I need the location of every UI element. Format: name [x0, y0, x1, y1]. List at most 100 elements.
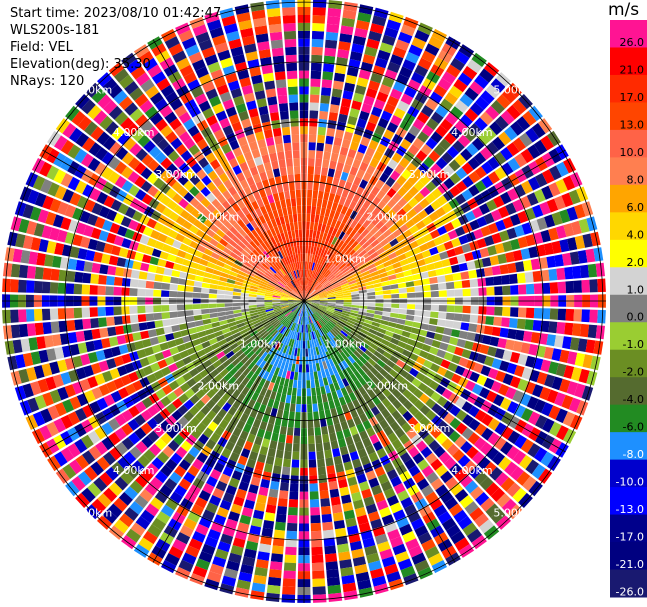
velocity-cell	[284, 310, 292, 316]
velocity-cell	[398, 368, 409, 378]
velocity-cell	[387, 529, 401, 541]
velocity-cell	[144, 346, 154, 357]
velocity-cell	[311, 546, 323, 556]
velocity-cell	[212, 34, 227, 46]
velocity-cell	[370, 23, 385, 34]
velocity-cell	[113, 355, 124, 367]
velocity-cell	[352, 231, 361, 241]
velocity-cell	[369, 157, 380, 168]
velocity-cell	[217, 49, 231, 61]
velocity-cell	[367, 346, 376, 354]
velocity-cell	[214, 165, 225, 177]
velocity-cell	[345, 366, 354, 376]
velocity-cell	[317, 126, 327, 136]
velocity-cell	[162, 275, 172, 283]
velocity-cell	[282, 207, 288, 216]
velocity-cell	[298, 285, 302, 294]
velocity-cell	[169, 98, 183, 111]
velocity-cell	[381, 34, 396, 46]
velocity-cell	[412, 471, 425, 484]
velocity-cell	[137, 305, 146, 314]
velocity-cell	[370, 186, 381, 196]
velocity-cell	[41, 363, 53, 377]
velocity-cell	[356, 246, 365, 255]
velocity-cell	[573, 309, 582, 322]
velocity-cell	[227, 274, 237, 281]
velocity-cell	[435, 268, 445, 276]
velocity-cell	[146, 463, 159, 476]
velocity-cell	[275, 376, 282, 385]
velocity-cell	[232, 295, 241, 300]
velocity-cell	[216, 351, 226, 360]
velocity-cell	[373, 363, 383, 372]
velocity-cell	[221, 327, 231, 335]
velocity-cell	[75, 492, 90, 508]
velocity-cell	[476, 268, 486, 278]
velocity-cell	[172, 539, 187, 552]
velocity-cell	[316, 320, 322, 328]
velocity-cell	[10, 263, 21, 278]
velocity-cell	[12, 248, 23, 263]
velocity-cell	[268, 314, 276, 320]
velocity-cell	[193, 219, 203, 229]
velocity-cell	[445, 281, 455, 290]
velocity-cell	[45, 211, 57, 226]
velocity-cell	[140, 262, 150, 272]
velocity-cell	[72, 234, 83, 247]
colorbar-swatch	[610, 487, 647, 516]
velocity-cell	[327, 119, 337, 129]
velocity-cell	[140, 120, 154, 134]
velocity-cell	[73, 283, 83, 295]
velocity-cell	[422, 310, 431, 318]
velocity-cell	[439, 98, 454, 112]
velocity-cell	[347, 443, 357, 454]
velocity-cell	[311, 302, 320, 305]
velocity-cell	[419, 174, 431, 186]
velocity-cell	[75, 259, 85, 272]
velocity-cell	[180, 329, 190, 337]
velocity-cell	[361, 352, 371, 361]
velocity-cell	[269, 440, 278, 450]
velocity-cell	[291, 126, 299, 135]
velocity-cell	[342, 308, 351, 312]
velocity-cell	[212, 103, 225, 115]
velocity-cell	[159, 484, 173, 497]
velocity-cell	[113, 90, 128, 105]
velocity-cell	[282, 386, 288, 395]
velocity-cell	[262, 520, 275, 530]
velocity-cell	[326, 309, 334, 313]
velocity-cell	[520, 148, 534, 164]
velocity-cell	[250, 476, 261, 487]
velocity-cell	[314, 427, 322, 436]
velocity-cell	[25, 414, 39, 430]
velocity-cell	[140, 167, 153, 180]
velocity-cell	[113, 68, 129, 83]
velocity-cell	[271, 160, 279, 170]
velocity-cell	[370, 568, 385, 579]
velocity-cell	[495, 72, 511, 87]
velocity-cell	[301, 285, 303, 294]
velocity-cell	[96, 456, 110, 471]
velocity-cell	[282, 182, 289, 192]
velocity-cell	[415, 304, 424, 310]
velocity-cell	[202, 277, 212, 284]
velocity-cell	[379, 455, 391, 466]
velocity-cell	[408, 144, 420, 156]
velocity-cell	[416, 478, 430, 491]
velocity-cell	[433, 260, 443, 269]
velocity-cell	[288, 507, 298, 516]
velocity-cell	[328, 331, 335, 339]
velocity-cell	[515, 261, 525, 273]
velocity-cell	[319, 110, 329, 120]
velocity-cell	[325, 233, 332, 243]
velocity-cell	[40, 408, 53, 424]
velocity-cell	[307, 269, 310, 278]
velocity-cell	[448, 159, 461, 172]
velocity-cell	[223, 220, 233, 230]
velocity-cell	[506, 445, 520, 460]
velocity-cell	[278, 103, 289, 112]
velocity-cell	[49, 389, 62, 404]
velocity-cell	[339, 486, 350, 497]
velocity-cell	[361, 364, 370, 374]
velocity-cell	[264, 186, 272, 196]
